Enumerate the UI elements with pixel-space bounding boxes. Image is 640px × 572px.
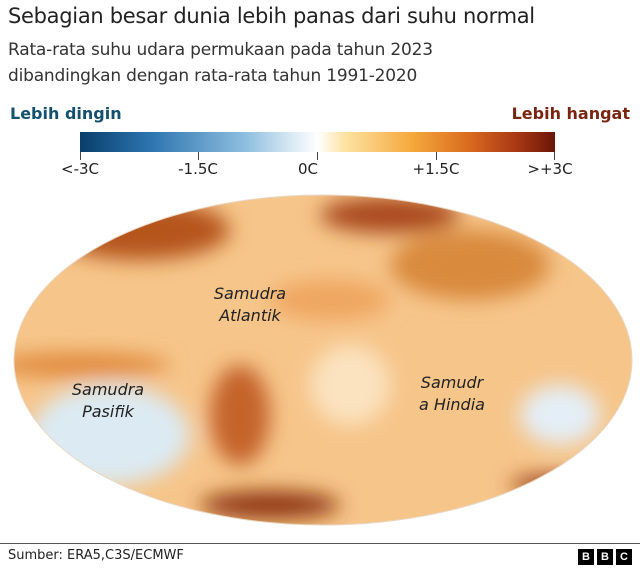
legend-tick-label: >+3C [527,160,573,178]
legend-tick [317,152,318,160]
legend-cold-label: Lebih dingin [10,104,122,123]
ocean-label-atlantic-2: Atlantik [218,306,281,325]
ocean-label-indian-2: a Hindia [419,395,485,414]
bbc-logo-block: C [616,549,632,565]
legend-tick-label: +1.5C [412,160,460,178]
subtitle-line-1: Rata-rata suhu udara permukaan pada tahu… [8,40,433,60]
footer-divider [0,543,640,544]
bbc-logo-block: B [578,549,594,565]
legend-warm-label: Lebih hangat [511,104,630,123]
chart-title: Sebagian besar dunia lebih panas dari su… [8,4,535,28]
source-note: Sumber: ERA5,C3S/ECMWF [8,548,184,563]
ocean-label-pacific-2: Pasifik [82,402,135,421]
subtitle-line-2: dibandingkan dengan rata-rata tahun 1991… [8,66,418,86]
ocean-label-atlantic-1: Samudra [214,284,286,303]
temperature-anomaly-map: Samudra Atlantik Samudra Pasifik Samudr … [13,194,633,526]
legend-color-bar [80,132,555,152]
bbc-logo-block: B [597,549,613,565]
legend-tick [80,152,81,160]
legend-tick-label: -1.5C [178,160,218,178]
ocean-label-pacific-1: Samudra [72,380,144,399]
legend-tick-label: 0C [297,160,319,178]
legend-tick [554,152,555,160]
legend-tick [198,152,199,160]
ocean-label-indian-1: Samudr [421,373,485,392]
legend-tick [436,152,437,160]
legend-tick-label: <-3C [61,160,99,178]
